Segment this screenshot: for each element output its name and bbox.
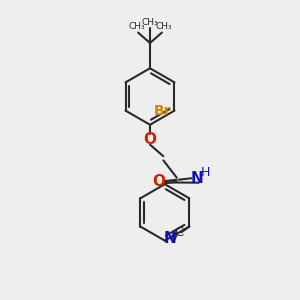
Text: O: O bbox=[152, 174, 165, 189]
Text: N: N bbox=[164, 231, 177, 246]
Text: N: N bbox=[190, 171, 203, 186]
Text: CH₃: CH₃ bbox=[128, 22, 145, 31]
Text: H: H bbox=[201, 167, 211, 179]
Text: CH₃: CH₃ bbox=[155, 22, 172, 31]
Text: Br: Br bbox=[153, 103, 171, 118]
Text: O: O bbox=[143, 131, 157, 146]
Text: C: C bbox=[174, 226, 184, 239]
Text: CH₃: CH₃ bbox=[142, 18, 158, 27]
